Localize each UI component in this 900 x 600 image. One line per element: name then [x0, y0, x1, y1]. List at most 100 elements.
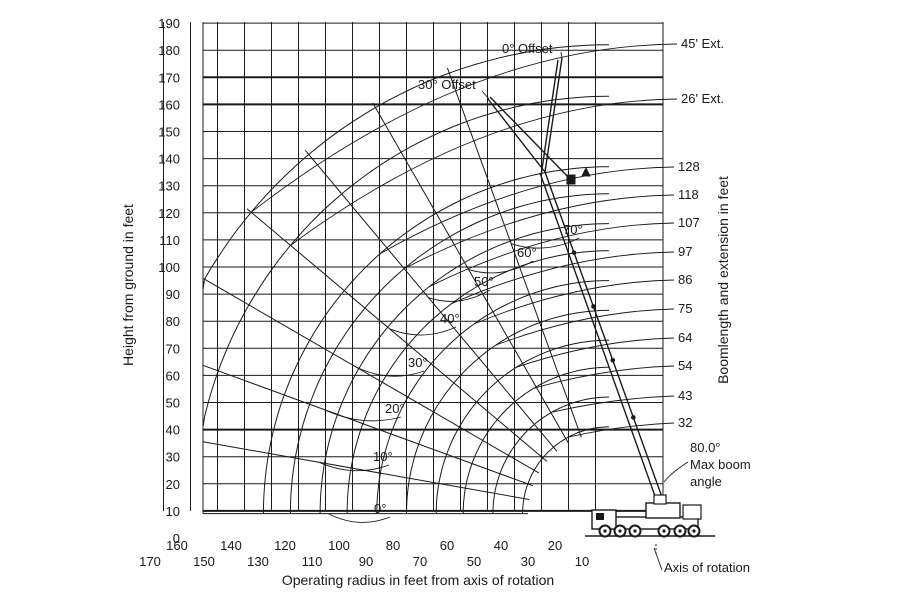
boom-length-arc	[262, 166, 610, 514]
y-tick-label: 100	[158, 260, 180, 275]
y-tick-label: 80	[166, 314, 180, 329]
x-tick-label: 30	[521, 554, 535, 569]
jib-0-offset-edge	[540, 59, 559, 177]
y-tick-label: 0	[173, 531, 180, 546]
boom-angle-line	[246, 208, 548, 462]
y-tick-label: 70	[166, 341, 180, 356]
jib-30-offset-edge	[489, 96, 575, 184]
crane-turret	[645, 502, 681, 519]
boom-length-label: 26' Ext.	[681, 91, 724, 106]
boom-length-leader	[533, 365, 675, 389]
x-tick-label: 120	[274, 538, 296, 553]
boom-length-leader	[495, 308, 675, 346]
y-tick-label: 160	[158, 97, 180, 112]
boom-length-label: 32	[678, 415, 692, 430]
boom-length-arc	[522, 426, 609, 514]
y-tick-label: 120	[158, 206, 180, 221]
axis-of-rotation-label: Axis of rotation	[664, 560, 750, 575]
x-tick-label: 140	[220, 538, 242, 553]
x-tick-label: 40	[494, 538, 508, 553]
boom-angle-line	[446, 67, 582, 438]
boom-length-label: 86	[678, 272, 692, 287]
y-tick-label: 60	[166, 368, 180, 383]
x-tick-label: 70	[413, 554, 427, 569]
angle-label: 50°	[474, 274, 494, 289]
x-tick-label: 100	[328, 538, 350, 553]
y-tick-label: 170	[158, 70, 180, 85]
y-tick-label: 30	[166, 450, 180, 465]
jib-hook-marker	[581, 166, 591, 177]
boom-joint	[631, 415, 636, 420]
angle-label: 20°	[385, 401, 405, 416]
boom-length-leader	[473, 279, 675, 325]
max-boom-angle-text-2: angle	[690, 474, 722, 489]
crane-cab-window	[596, 513, 604, 520]
y-tick-label: 180	[158, 43, 180, 58]
boom-length-arc	[319, 223, 610, 514]
y-tick-label: 10	[166, 504, 180, 519]
leader-lines	[250, 43, 689, 571]
boom-length-label: 64	[678, 330, 692, 345]
angle-label: 10°	[373, 449, 393, 464]
boom-length-arc	[435, 339, 609, 514]
y-tick-label: 150	[158, 125, 180, 140]
y-tick-label: 40	[166, 423, 180, 438]
crane-wheel-hub	[603, 529, 607, 533]
offset-30-label: 30° Offset	[418, 77, 476, 92]
angle-label-leader	[318, 461, 390, 472]
boom-length-arc	[462, 366, 609, 514]
angle-label-leader	[389, 326, 457, 336]
boom-length-leader	[451, 251, 675, 305]
angle-label: 60°	[517, 245, 537, 260]
boom-length-leader	[250, 43, 678, 213]
crane-wheel-hub	[662, 529, 666, 533]
boom-angle-line	[304, 149, 558, 452]
boom-length-arc	[289, 193, 610, 514]
boom-angle-line	[202, 364, 534, 487]
x-tick-label: 170	[139, 554, 161, 569]
boom-joint	[610, 357, 616, 363]
crane-wheel-hub	[678, 529, 682, 533]
x-tick-label: 80	[386, 538, 400, 553]
axis-rotation-leader	[653, 547, 663, 571]
boom-joint	[591, 304, 596, 309]
boom-angle-lines	[202, 67, 582, 515]
angle-label: 30°	[408, 355, 428, 370]
boom-length-leader	[428, 222, 675, 288]
angle-label-leader	[356, 366, 425, 377]
x-tick-label: 10	[575, 554, 589, 569]
max-boom-angle-leader	[663, 461, 689, 483]
jib-30-offset	[487, 98, 546, 173]
crane-operator-cab	[653, 494, 667, 505]
boom-length-leader	[568, 422, 675, 438]
y-tick-label: 130	[158, 179, 180, 194]
x-tick-label: 130	[247, 554, 269, 569]
boom-length-leader	[290, 98, 678, 246]
angle-label-leader	[510, 237, 580, 249]
boom-length-arcs	[202, 44, 610, 514]
boom-length-label: 107	[678, 215, 700, 230]
boom-length-label: 54	[678, 358, 692, 373]
y-tick-label: 50	[166, 396, 180, 411]
max-boom-angle-value: 80.0°	[690, 440, 721, 455]
crane-wheel-hub	[618, 529, 622, 533]
boom-angle-line	[202, 277, 540, 474]
crane-wheel-hub	[692, 529, 696, 533]
boom-angle-line	[372, 102, 569, 444]
max-boom-angle-text-1: Max boom	[690, 457, 751, 472]
boom-length-arc	[406, 309, 609, 514]
boom-length-arc	[202, 95, 610, 514]
angle-label: 0°	[374, 501, 386, 516]
boom-drawing	[487, 57, 667, 511]
y-tick-label: 140	[158, 152, 180, 167]
x-tick-label: 110	[302, 554, 323, 569]
angle-label-leader	[324, 409, 402, 422]
boom-length-label: 43	[678, 388, 692, 403]
boom-length-label: 75	[678, 301, 692, 316]
x-tick-label: 60	[440, 538, 454, 553]
boom-main-edge	[539, 172, 661, 511]
x-tick-label: 20	[548, 538, 562, 553]
right-axis-title: Boomlength and extension in feet	[715, 176, 731, 384]
chart-labels: 0 10 20 30 40 50 60 70 80 90 100 110 120 130 140 150 160…	[139, 16, 724, 569]
